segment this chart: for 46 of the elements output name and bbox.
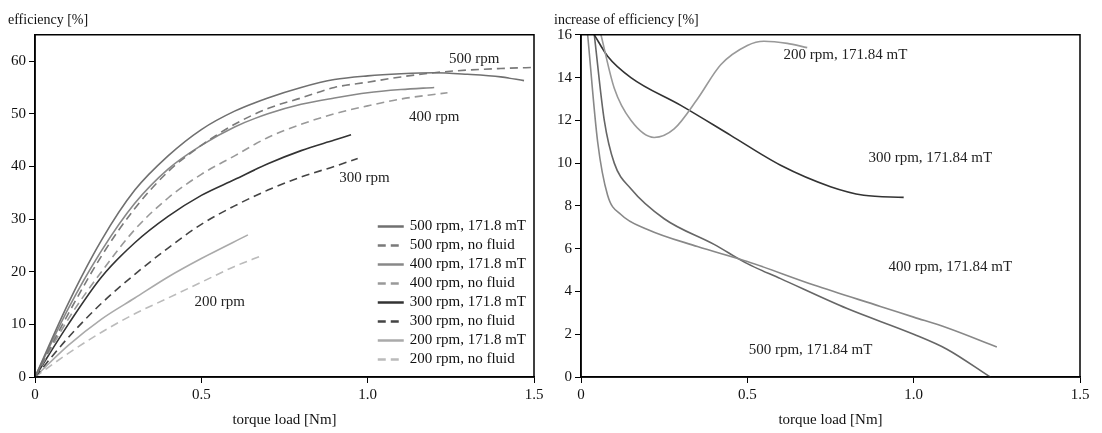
legend-label: 400 rpm, no fluid <box>409 274 516 291</box>
x-tick-label: 1.0 <box>358 385 378 402</box>
x-tick-label: 0.5 <box>191 385 211 402</box>
legend-label: 300 rpm, no fluid <box>409 312 516 329</box>
x-axis-title: torque load [Nm] <box>232 410 337 427</box>
x-tick-label: 0 <box>31 385 39 402</box>
y-tick-label: 30 <box>11 210 26 226</box>
y-tick-label: 8 <box>564 196 572 213</box>
x-tick-label: 1.5 <box>1070 385 1090 402</box>
y-tick-label: 16 <box>557 25 573 42</box>
y-tick-label: 10 <box>557 154 572 171</box>
y-tick-label: 2 <box>564 325 572 342</box>
legend-label: 400 rpm, 171.8 mT <box>409 255 527 272</box>
x-tick-label: 1.0 <box>904 385 924 402</box>
y-tick-label: 50 <box>11 104 26 121</box>
line-series <box>35 234 249 377</box>
y-tick-label: 0 <box>18 367 26 384</box>
y-tick-label: 10 <box>11 315 26 332</box>
y-axis-title: efficiency [%] <box>8 12 89 28</box>
annotation: 200 rpm <box>194 292 246 309</box>
annotation: 500 rpm <box>448 49 500 66</box>
y-tick-label: 40 <box>11 157 26 174</box>
legend-label: 500 rpm, 171.8 mT <box>409 217 527 234</box>
y-axis-title: increase of efficiency [%] <box>554 12 699 28</box>
y-tick-label: 0 <box>564 367 572 384</box>
legend-label: 300 rpm, 171.8 mT <box>409 293 527 310</box>
legend-label: 200 rpm, 171.8 mT <box>409 331 527 348</box>
y-tick-label: 4 <box>564 282 573 299</box>
y-tick-label: 20 <box>11 262 26 279</box>
y-tick-label: 6 <box>564 239 573 256</box>
y-tick-label: 60 <box>11 52 26 69</box>
x-tick-label: 0 <box>577 385 585 402</box>
y-tick-label: 12 <box>557 111 572 128</box>
annotation: 300 rpm <box>339 169 390 186</box>
line-series <box>600 34 809 139</box>
annotation: 400 rpm, 171.84 mT <box>888 258 1013 275</box>
annotation: 400 rpm <box>408 107 460 124</box>
annotation: 500 rpm, 171.84 mT <box>748 340 873 357</box>
x-tick-label: 0.5 <box>737 385 757 402</box>
annotation: 200 rpm, 171.84 mT <box>783 46 908 63</box>
legend-label: 200 rpm, no fluid <box>409 350 516 367</box>
x-axis-title: torque load [Nm] <box>778 410 883 427</box>
annotation: 300 rpm, 171.84 mT <box>868 148 993 165</box>
x-tick-label: 1.5 <box>524 385 544 402</box>
y-tick-label: 14 <box>557 68 573 85</box>
legend-label: 500 rpm, no fluid <box>409 236 516 253</box>
